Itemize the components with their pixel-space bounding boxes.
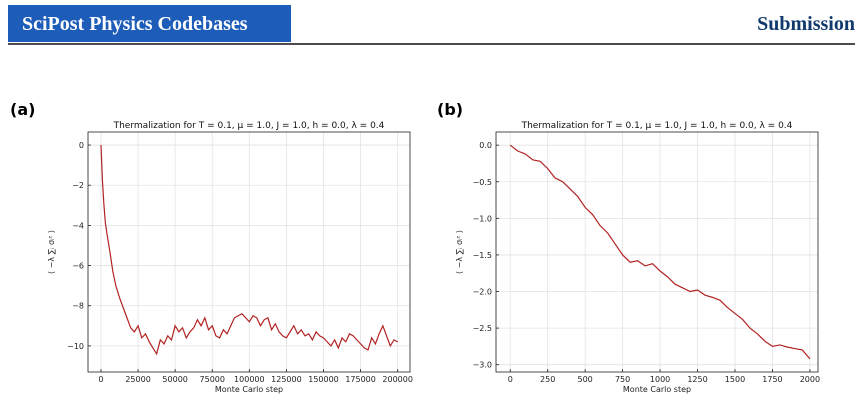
y-tick-label: −2.0 — [473, 288, 492, 297]
y-tick-label: −10 — [67, 342, 84, 351]
y-axis-label: ⟨ −λ ∑ᵢ σᵢᶻ ⟩ — [47, 230, 56, 274]
x-tick-label: 1000 — [650, 375, 670, 384]
panel-label: (a) — [10, 100, 35, 119]
x-tick-label: 0 — [98, 375, 103, 384]
y-tick-label: −0.5 — [473, 178, 492, 187]
x-tick-label: 25000 — [125, 375, 150, 384]
plot-frame — [87, 131, 411, 373]
x-axis-label: Monte Carlo step — [623, 385, 691, 394]
y-axis-label: ⟨ −λ ∑ᵢ σᵢᶻ ⟩ — [455, 230, 464, 274]
x-tick-label: 1250 — [687, 375, 707, 384]
y-tick-label: −1.0 — [473, 214, 492, 223]
x-tick-label: 175000 — [345, 375, 376, 384]
y-tick-label: −1.5 — [473, 251, 492, 260]
panel-label: (b) — [437, 100, 463, 119]
y-tick-label: −3.0 — [473, 361, 492, 370]
journal-name: SciPost Physics Codebases — [22, 13, 248, 35]
x-tick-label: 200000 — [382, 375, 413, 384]
x-tick-label: 750 — [615, 375, 630, 384]
x-tick-label: 1750 — [762, 375, 782, 384]
x-tick-label: 75000 — [200, 375, 225, 384]
x-tick-label: 0 — [508, 375, 513, 384]
y-tick-label: −2 — [72, 181, 84, 190]
chart-title: Thermalization for T = 0.1, μ = 1.0, J =… — [113, 121, 385, 131]
data-line — [100, 145, 398, 356]
x-tick-label: 1500 — [725, 375, 745, 384]
x-tick-label: 500 — [578, 375, 593, 384]
journal-banner — [8, 5, 291, 42]
y-tick-label: 0 — [79, 141, 84, 150]
y-tick-label: −4 — [72, 221, 84, 230]
x-tick-label: 100000 — [234, 375, 265, 384]
chart-title: Thermalization for T = 0.1, μ = 1.0, J =… — [521, 121, 793, 131]
x-axis-label: Monte Carlo step — [215, 385, 283, 394]
x-tick-label: 125000 — [271, 375, 302, 384]
x-tick-label: 250 — [540, 375, 555, 384]
submission-label: Submission — [757, 13, 855, 35]
x-tick-label: 150000 — [308, 375, 339, 384]
y-tick-label: −6 — [72, 262, 84, 271]
plot-frame — [495, 131, 819, 373]
x-tick-label: 2000 — [800, 375, 820, 384]
y-tick-label: −8 — [72, 302, 84, 311]
data-line — [509, 144, 811, 360]
y-tick-label: 0.0 — [479, 141, 492, 150]
x-tick-label: 50000 — [162, 375, 187, 384]
y-tick-label: −2.5 — [473, 324, 492, 333]
